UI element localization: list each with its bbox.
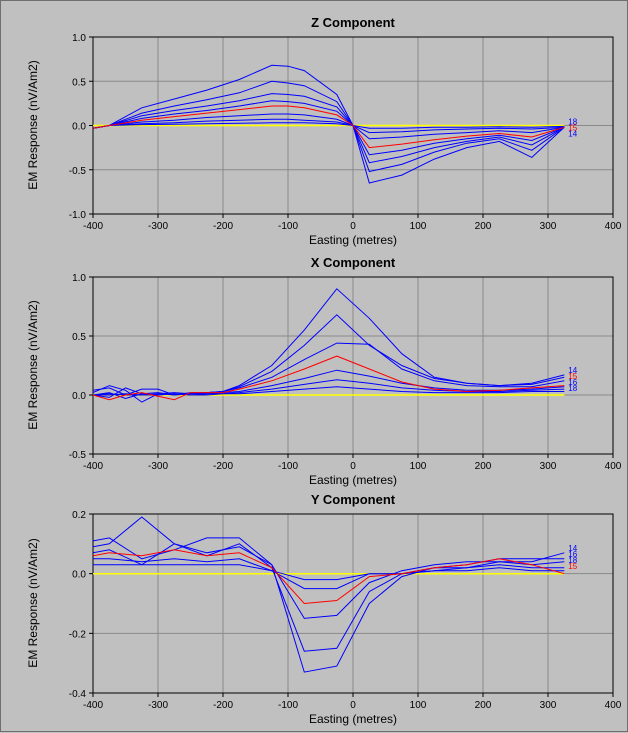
chart-title: Z Component xyxy=(311,15,395,30)
series-line-5 xyxy=(93,558,565,590)
x-tick-label: -300 xyxy=(148,461,168,472)
x-tick-label: -200 xyxy=(213,221,233,232)
y-tick-label: 0.0 xyxy=(72,122,86,133)
x-tick-label: -100 xyxy=(278,221,298,232)
x-tick-label: 200 xyxy=(475,700,492,711)
x-tick-label: 200 xyxy=(475,461,492,472)
x-tick-label: 300 xyxy=(540,700,557,711)
x-tick-label: 400 xyxy=(605,221,622,232)
x-axis-label: Easting (metres) xyxy=(309,473,397,487)
channel-tag: 14 xyxy=(568,129,577,138)
y-tick-label: 0.5 xyxy=(72,332,86,343)
y-axis-label: EM Response (nV/Am2) xyxy=(26,60,40,189)
series-line-3 xyxy=(93,93,565,164)
y-tick-label: -0.5 xyxy=(69,450,87,461)
x-tick-label: -100 xyxy=(278,700,298,711)
y-tick-label: 0.0 xyxy=(72,570,86,581)
channel-tag: 18 xyxy=(568,384,577,393)
series-line-4 xyxy=(93,549,565,605)
x-tick-label: 400 xyxy=(605,461,622,472)
series-line-4 xyxy=(93,355,565,401)
x-tick-label: -400 xyxy=(83,461,103,472)
x-tick-label: -400 xyxy=(83,700,103,711)
y-tick-label: -0.4 xyxy=(69,689,87,700)
y-tick-label: 0.0 xyxy=(72,391,86,402)
series-group xyxy=(93,516,565,673)
channel-tag: 15 xyxy=(568,123,577,132)
x-tick-label: 100 xyxy=(410,461,427,472)
series-line-5 xyxy=(93,105,565,149)
series-line-6 xyxy=(93,113,565,140)
chart-title: X Component xyxy=(311,255,396,270)
panel-1: -400 -300 -200 -100 0 100 200 300 400 -1.0 -0.5 0.0… xyxy=(26,15,622,247)
series-line-2 xyxy=(93,314,565,403)
series-line-6 xyxy=(93,564,565,581)
channel-tag: 15 xyxy=(568,372,577,381)
x-tick-label: -300 xyxy=(148,221,168,232)
y-axis-label: EM Response (nV/Am2) xyxy=(26,300,40,429)
x-tick-label: 400 xyxy=(605,700,622,711)
chart-title: Y Component xyxy=(311,492,396,507)
x-axis-label: Easting (metres) xyxy=(309,712,397,726)
channel-tag: 16 xyxy=(568,550,577,559)
panel-3: -400 -300 -200 -100 0 100 200 300 400 -0.4 -0.2 0.0… xyxy=(26,492,622,726)
x-tick-label: -300 xyxy=(148,700,168,711)
y-tick-label: 0.2 xyxy=(72,510,86,521)
x-tick-label: 0 xyxy=(350,461,356,472)
y-tick-label: 1.0 xyxy=(72,33,86,44)
series-line-4 xyxy=(93,100,565,156)
x-tick-label: 100 xyxy=(410,700,427,711)
series-line-7 xyxy=(93,118,565,134)
x-tick-label: -400 xyxy=(83,221,103,232)
y-tick-label: -1.0 xyxy=(69,210,87,221)
series-line-2 xyxy=(93,80,565,173)
channel-tag: 16 xyxy=(568,378,577,387)
series-line-5 xyxy=(93,369,565,400)
x-tick-label: -200 xyxy=(213,700,233,711)
y-tick-label: 1.0 xyxy=(72,273,86,284)
x-tick-label: 300 xyxy=(540,461,557,472)
y-tick-label: 0.5 xyxy=(72,77,86,88)
x-tick-label: 200 xyxy=(475,221,492,232)
channel-tag: 15 xyxy=(568,562,577,571)
series-line-7 xyxy=(93,386,565,396)
series-line-8 xyxy=(93,122,565,129)
x-tick-label: 100 xyxy=(410,221,427,232)
series-line-1 xyxy=(93,64,565,184)
y-tick-label: -0.2 xyxy=(69,629,87,640)
x-tick-label: -100 xyxy=(278,461,298,472)
channel-tag: 14 xyxy=(568,544,577,553)
y-tick-label: -0.5 xyxy=(69,166,87,177)
series-group xyxy=(93,288,565,403)
x-tick-label: 0 xyxy=(350,700,356,711)
channel-tag: 14 xyxy=(568,366,577,375)
channel-tag: 18 xyxy=(568,556,577,565)
x-axis-label: Easting (metres) xyxy=(309,233,397,247)
x-tick-label: 300 xyxy=(540,221,557,232)
x-tick-label: 0 xyxy=(350,221,356,232)
x-tick-label: -200 xyxy=(213,461,233,472)
y-axis-label: EM Response (nV/Am2) xyxy=(26,538,40,667)
panel-2: -400 -300 -200 -100 0 100 200 300 400 -0.5 0.0 0.5 1… xyxy=(26,255,622,487)
series-group xyxy=(93,64,565,184)
channel-tag: 18 xyxy=(568,117,577,126)
